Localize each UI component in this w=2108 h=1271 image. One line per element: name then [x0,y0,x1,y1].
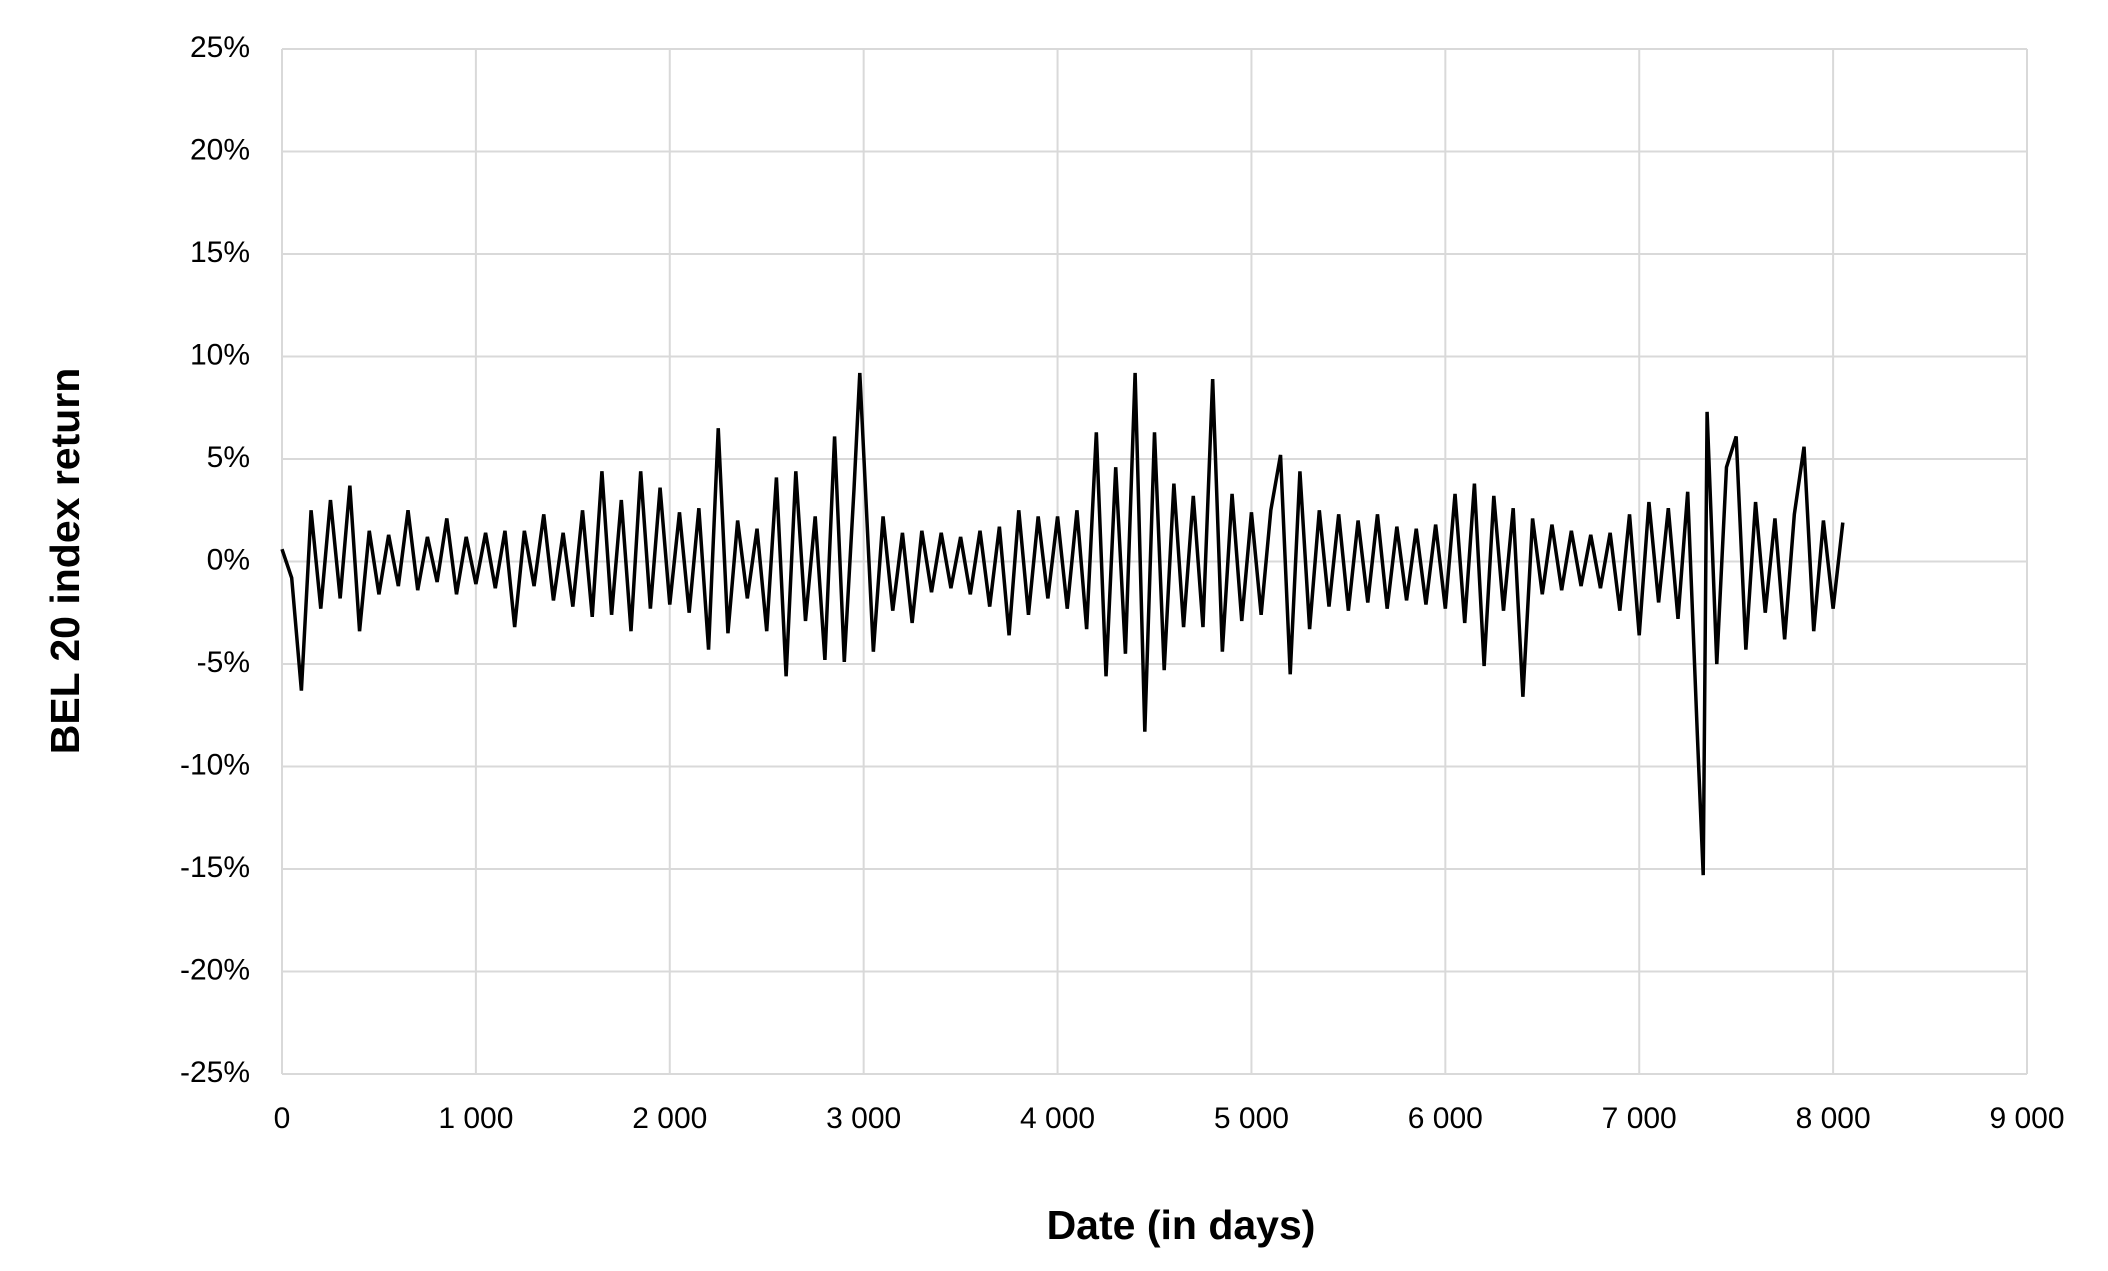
x-tick-label: 1 000 [438,1102,513,1135]
y-tick-label: 25% [190,31,250,64]
y-tick-label: 20% [190,133,250,166]
data-line [280,372,1845,876]
x-tick-label: 4 000 [1020,1102,1095,1135]
x-tick-label: 0 [274,1102,291,1135]
y-tick-label: 10% [190,338,250,371]
y-tick-label: 0% [207,543,250,576]
x-tick-label: 5 000 [1214,1102,1289,1135]
y-tick-label: -5% [197,646,250,679]
y-tick-label: 5% [207,441,250,474]
y-tick-label: -20% [180,953,250,986]
y-tick-label: 15% [190,236,250,269]
x-tick-label: 6 000 [1408,1102,1483,1135]
x-tick-label: 2 000 [632,1102,707,1135]
y-tick-label: -10% [180,748,250,781]
x-tick-label: 7 000 [1602,1102,1677,1135]
y-tick-label: -25% [180,1056,250,1089]
x-axis-title: Date (in days) [1047,1202,1316,1248]
x-tick-label: 9 000 [1989,1102,2064,1135]
y-axis-title: BEL 20 index return [42,368,88,755]
x-tick-label: 3 000 [826,1102,901,1135]
x-tick-label: 8 000 [1796,1102,1871,1135]
y-tick-label: -15% [180,851,250,884]
